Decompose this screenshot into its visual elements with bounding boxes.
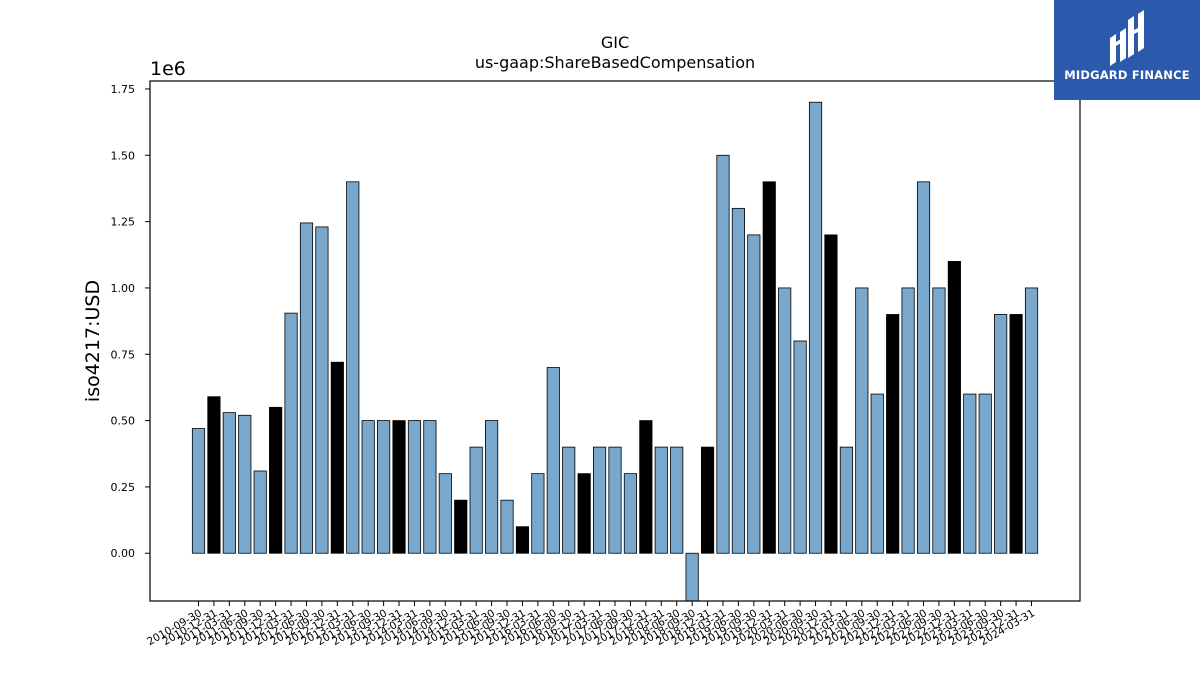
- bar-2016-09-30: [562, 446, 576, 554]
- bar-2019-03-31: [716, 154, 730, 554]
- bar-2018-09-30: [685, 552, 699, 602]
- brand-name: MIDGARD FINANCE: [1064, 68, 1190, 82]
- bar-2015-06-30: [485, 420, 499, 554]
- y-tick-label: 0.50: [111, 415, 136, 428]
- bar-2022-09-30: [932, 287, 946, 554]
- bar-2023-03-31: [963, 393, 977, 554]
- bar-2020-06-30: [793, 340, 807, 554]
- bar-2013-09-30: [377, 420, 391, 554]
- bar-2020-12-31: [824, 234, 838, 554]
- y-axis-label: iso4217:USD: [82, 280, 104, 402]
- bar-2017-03-31: [593, 446, 607, 554]
- bar-2015-03-31: [469, 446, 483, 554]
- bar-2024-03-31: [1024, 287, 1039, 554]
- bar-2011-03-31: [222, 412, 236, 554]
- y-scale-label: 1e6: [150, 58, 186, 80]
- bar-2022-12-31: [947, 261, 961, 554]
- bar-2013-03-31: [346, 181, 360, 554]
- y-tick-label: 0.00: [111, 547, 136, 560]
- bars-layer: [191, 101, 1039, 602]
- bar-2021-03-31: [839, 446, 853, 554]
- bar-2023-09-30: [994, 314, 1008, 554]
- bar-2010-09-30: [191, 428, 206, 554]
- bar-2019-09-30: [747, 234, 761, 554]
- midgard-logo-icon: [1110, 10, 1144, 66]
- y-tick-label: 1.75: [111, 83, 136, 96]
- y-tick-label: 1.25: [111, 216, 136, 229]
- bar-2012-06-30: [299, 222, 314, 554]
- y-tick-label: 0.25: [111, 481, 136, 494]
- x-axis: 2010-09-302010-12-312011-03-312011-06-30…: [145, 601, 1037, 648]
- bar-2016-03-31: [531, 473, 545, 554]
- bar-2014-12-31: [454, 499, 468, 554]
- bar-2012-12-31: [330, 361, 344, 554]
- bar-2018-06-30: [670, 446, 684, 554]
- bar-2020-09-30: [808, 101, 823, 554]
- bar-2019-06-30: [731, 207, 745, 554]
- bar-2014-09-30: [438, 473, 452, 554]
- bar-2023-06-30: [978, 393, 992, 554]
- y-tick-label: 0.75: [111, 348, 136, 361]
- bar-2019-12-31: [762, 181, 776, 554]
- bar-2010-12-31: [207, 396, 221, 554]
- y-tick-label: 1.00: [111, 282, 136, 295]
- chart-title: GIC: [601, 33, 629, 52]
- bar-2015-12-31: [515, 526, 530, 554]
- bar-2023-12-31: [1009, 314, 1023, 554]
- bar-2014-06-30: [423, 420, 437, 554]
- bar-2012-03-31: [284, 312, 298, 554]
- bar-2018-03-31: [654, 446, 668, 554]
- bar-2017-09-30: [623, 473, 638, 554]
- bar-2016-12-31: [577, 473, 591, 554]
- brand-logo: MIDGARD FINANCE: [1054, 0, 1200, 100]
- bar-2011-12-31: [269, 406, 283, 554]
- y-axis: 0.00 0.25 0.50 0.75 1.00 1.25 1.50 1.75: [111, 83, 150, 560]
- bar-2011-09-30: [253, 470, 267, 554]
- bar-2016-06-30: [546, 367, 560, 554]
- bar-2021-09-30: [870, 393, 884, 554]
- bar-2014-03-31: [407, 420, 422, 554]
- bar-2013-12-31: [392, 420, 406, 554]
- bar-2011-06-30: [238, 414, 252, 554]
- bar-2021-06-30: [855, 287, 869, 554]
- bar-2021-12-31: [886, 314, 900, 554]
- bar-2012-09-30: [315, 226, 329, 554]
- bar-2022-03-31: [901, 287, 915, 554]
- bar-2017-06-30: [608, 446, 622, 554]
- bar-2013-06-30: [361, 420, 375, 554]
- bar-2017-12-31: [639, 420, 653, 554]
- chart-subtitle: us-gaap:ShareBasedCompensation: [475, 53, 755, 72]
- bar-2018-12-31: [700, 446, 715, 554]
- bar-2015-09-30: [500, 499, 514, 554]
- y-tick-label: 1.50: [111, 149, 136, 162]
- bar-2020-03-31: [778, 287, 792, 554]
- plot-frame: [149, 80, 1081, 602]
- bar-2022-06-30: [916, 181, 931, 554]
